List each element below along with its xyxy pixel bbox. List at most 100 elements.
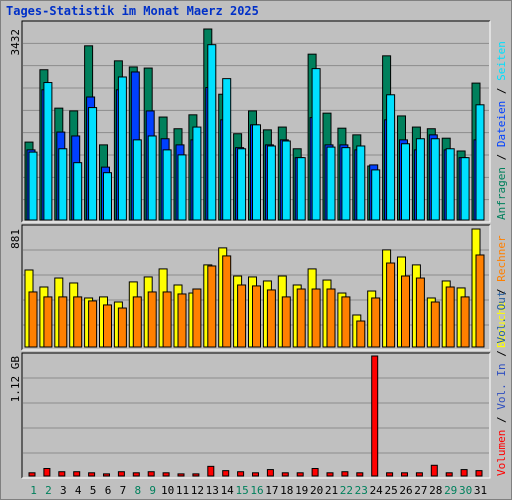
bar [132,296,142,348]
panel [22,353,490,478]
x-tick-label: 4 [75,484,82,497]
bar [117,307,127,348]
x-tick-label: 12 [191,484,204,497]
bar [311,468,319,477]
bar [475,104,485,221]
bar [162,472,170,477]
bar [460,157,470,221]
legend-entry: Seiten [495,41,508,81]
x-tick-label: 13 [206,484,219,497]
bar [475,254,485,348]
bar [356,472,364,477]
bar [88,472,96,477]
x-tick-label: 8 [134,484,141,497]
bar [266,289,276,348]
x-tick-label: 24 [370,484,384,497]
x-tick-label: 18 [280,484,293,497]
bar [58,471,66,477]
bar [222,470,230,477]
y-tick-label: 3432 [9,29,22,56]
bar [162,149,172,221]
x-tick-label: 23 [355,484,368,497]
bar [177,473,185,477]
bar [311,288,321,348]
bar [445,472,453,477]
legend-entry: Dateien [495,101,508,147]
bar [103,473,110,477]
bar [281,472,289,477]
bar [415,138,425,221]
bar [445,148,455,221]
bar [266,469,274,477]
bar [415,472,423,477]
bar [341,147,351,221]
legend-separator: / [495,410,508,430]
bar [103,172,112,221]
bar [460,296,470,348]
x-tick-label: 22 [340,484,353,497]
legend-separator: / [495,81,508,101]
bar [192,473,200,477]
x-tick-label: 31 [474,484,487,497]
bar [43,82,53,221]
bar [341,471,349,477]
bar [415,277,425,348]
bar [177,293,187,348]
x-tick-label: 29 [444,484,457,497]
bar [207,265,217,348]
bar [252,472,259,477]
bar [43,296,53,348]
bar [207,44,217,221]
legend-entry: Besuche [495,302,508,348]
panel-border [21,224,490,350]
bar [281,296,291,348]
bar [28,472,36,477]
bar [445,286,455,348]
y-tick-label: 881 [9,229,22,249]
x-tick-label: 16 [250,484,263,497]
bar [43,468,51,477]
x-tick-label: 25 [384,484,397,497]
bar [237,471,245,477]
bar [177,154,187,221]
x-tick-label: 6 [105,484,112,497]
bar [386,472,394,477]
bar [386,262,396,348]
bar [326,288,336,348]
legend: Anfragen / Dateien / Seiten [495,41,508,220]
x-tick-label: 15 [235,484,248,497]
x-tick-label: 26 [399,484,412,497]
bar [117,471,125,477]
bar [147,135,157,221]
legend-entry: Anfragen [495,167,508,220]
bar [237,148,247,221]
x-tick-label: 20 [310,484,323,497]
bar [296,472,304,477]
bar [162,291,172,348]
bar [460,469,468,477]
panel-border [22,21,491,223]
bar [356,320,366,348]
bar [430,464,438,477]
bar [237,284,247,348]
bar [147,291,157,348]
bar [132,139,142,221]
bar [58,296,68,348]
x-tick-label: 14 [221,484,235,497]
bar [192,288,202,348]
bar [117,76,127,221]
legend-entry: Vol. In [495,363,508,409]
bar [401,143,410,221]
legend-entry: Vol. Out [495,291,508,344]
bar [73,296,83,348]
bar [371,169,381,221]
bar [28,151,38,221]
x-tick-label: 11 [176,484,189,497]
bar [475,470,483,477]
bar [252,124,261,221]
legend: Besuche / Rechner [495,235,508,348]
bar [266,145,276,221]
x-tick-label: 2 [45,484,52,497]
